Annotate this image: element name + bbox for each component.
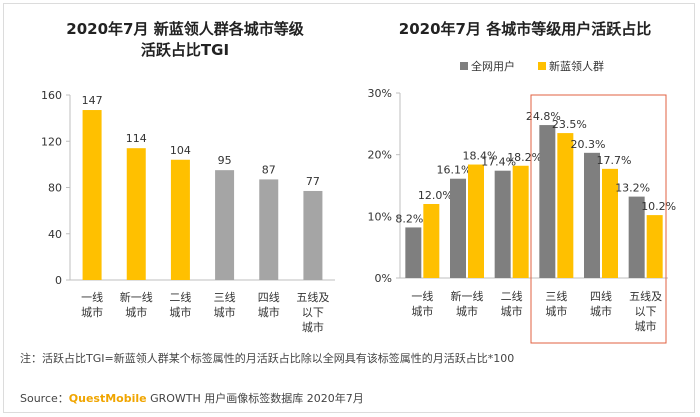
left-x-tick-label: 四线 [258, 290, 280, 304]
left-x-tick-label: 城市 [125, 305, 147, 319]
right-bar-all-users [494, 170, 511, 278]
right-bar-value-label: 17.7% [597, 154, 632, 167]
right-x-tick-label: 城市 [545, 304, 567, 318]
right-bar-new-bluecollar [423, 204, 440, 278]
right-x-tick-label: 城市 [411, 304, 433, 318]
legend-label: 新蓝领人群 [549, 59, 604, 73]
left-y-tick-label: 40 [48, 228, 62, 241]
left-bar [170, 159, 190, 280]
right-bar-value-label: 13.2% [615, 182, 650, 195]
right-bar-value-label: 24.8% [526, 110, 561, 123]
right-bar-all-users [450, 178, 466, 278]
left-bar [215, 170, 235, 280]
left-bar-value-label: 95 [218, 154, 232, 167]
left-y-tick-label: 120 [41, 135, 62, 148]
left-title-line1: 2020年7月 新蓝领人群各城市等级 [66, 20, 304, 38]
source-line: Source：QuestMobile GROWTH 用户画像标签数据库 2020… [20, 390, 364, 406]
right-x-tick-label: 三线 [545, 289, 567, 303]
right-bar-value-label: 18.2% [507, 151, 542, 164]
left-bar-value-label: 114 [126, 132, 147, 145]
right-y-tick-label: 0% [375, 272, 392, 285]
right-bar-value-label: 23.5% [552, 118, 587, 131]
right-y-tick-label: 20% [368, 149, 392, 162]
left-x-tick-label: 新一线 [120, 290, 153, 304]
right-x-tick-label: 城市 [456, 304, 478, 318]
footnote: 注：活跃占比TGI=新蓝领人群某个标签属性的月活跃占比除以全网具有该标签属性的月… [20, 352, 515, 365]
legend-label: 全网用户 [471, 59, 515, 73]
left-bar-value-label: 147 [82, 94, 103, 107]
right-x-tick-label: 城市 [635, 319, 657, 333]
right-y-tick-label: 10% [368, 210, 392, 223]
left-title-line2: 活跃占比TGI [140, 41, 230, 59]
right-y-tick-label: 30% [368, 87, 392, 100]
left-chart-title: 2020年7月 新蓝领人群各城市等级 活跃占比TGI [30, 19, 340, 61]
left-x-tick-label: 一线 [81, 290, 103, 304]
left-x-tick-label: 城市 [169, 305, 191, 319]
left-bar-value-label: 77 [306, 175, 320, 188]
right-bar-new-bluecollar [512, 165, 529, 278]
source-prefix: Source： [20, 392, 69, 405]
right-bar-all-users [539, 125, 556, 278]
left-x-tick-label: 城市 [81, 305, 103, 319]
right-x-tick-label: 五线及 [629, 289, 662, 303]
right-x-tick-label: 一线 [411, 289, 433, 303]
source-rest: GROWTH 用户画像标签数据库 2020年7月 [146, 392, 364, 405]
left-bar-value-label: 87 [262, 163, 276, 176]
left-bar-value-label: 104 [170, 144, 191, 157]
legend-swatch [538, 62, 546, 70]
right-bar-all-users [628, 196, 645, 278]
right-bar-value-label: 8.2% [395, 212, 423, 225]
left-x-tick-label: 以下 [302, 306, 324, 319]
right-x-tick-label: 四线 [590, 289, 612, 303]
legend-swatch [460, 62, 468, 70]
right-bar-value-label: 18.4% [463, 150, 498, 163]
right-bar-all-users [584, 152, 600, 278]
right-bar-new-bluecollar [557, 133, 574, 278]
left-x-tick-label: 城市 [214, 305, 236, 319]
left-bar [126, 148, 146, 280]
right-bar-all-users [405, 227, 422, 278]
highlight-box [530, 94, 667, 344]
left-x-tick-label: 城市 [302, 320, 324, 334]
left-x-tick-label: 三线 [214, 290, 236, 304]
left-y-tick-label: 80 [48, 182, 62, 195]
right-bar-new-bluecollar [468, 164, 484, 278]
left-x-tick-label: 城市 [258, 305, 280, 319]
right-bar-value-label: 17.4% [481, 156, 516, 169]
left-x-tick-label: 二线 [169, 290, 191, 304]
chart-frame [3, 3, 695, 413]
right-bar-value-label: 16.1% [437, 164, 472, 177]
right-bar-new-bluecollar [646, 215, 663, 278]
right-bar-new-bluecollar [602, 168, 618, 278]
left-y-tick-label: 160 [41, 89, 62, 102]
left-x-tick-label: 五线及 [296, 290, 329, 304]
right-x-tick-label: 城市 [501, 304, 523, 318]
right-bar-value-label: 20.3% [571, 138, 606, 151]
left-bar [259, 179, 279, 280]
left-bar [303, 190, 323, 280]
right-bar-value-label: 10.2% [641, 200, 676, 213]
left-y-tick-label: 0 [55, 274, 62, 287]
right-bar-value-label: 12.0% [418, 189, 453, 202]
right-x-tick-label: 城市 [590, 304, 612, 318]
right-x-tick-label: 新一线 [451, 289, 484, 303]
right-chart-title: 2020年7月 各城市等级用户活跃占比 [398, 20, 652, 38]
source-brand: QuestMobile [68, 392, 147, 405]
right-x-tick-label: 二线 [501, 289, 523, 303]
left-bar [82, 110, 102, 280]
right-x-tick-label: 以下 [635, 305, 657, 318]
